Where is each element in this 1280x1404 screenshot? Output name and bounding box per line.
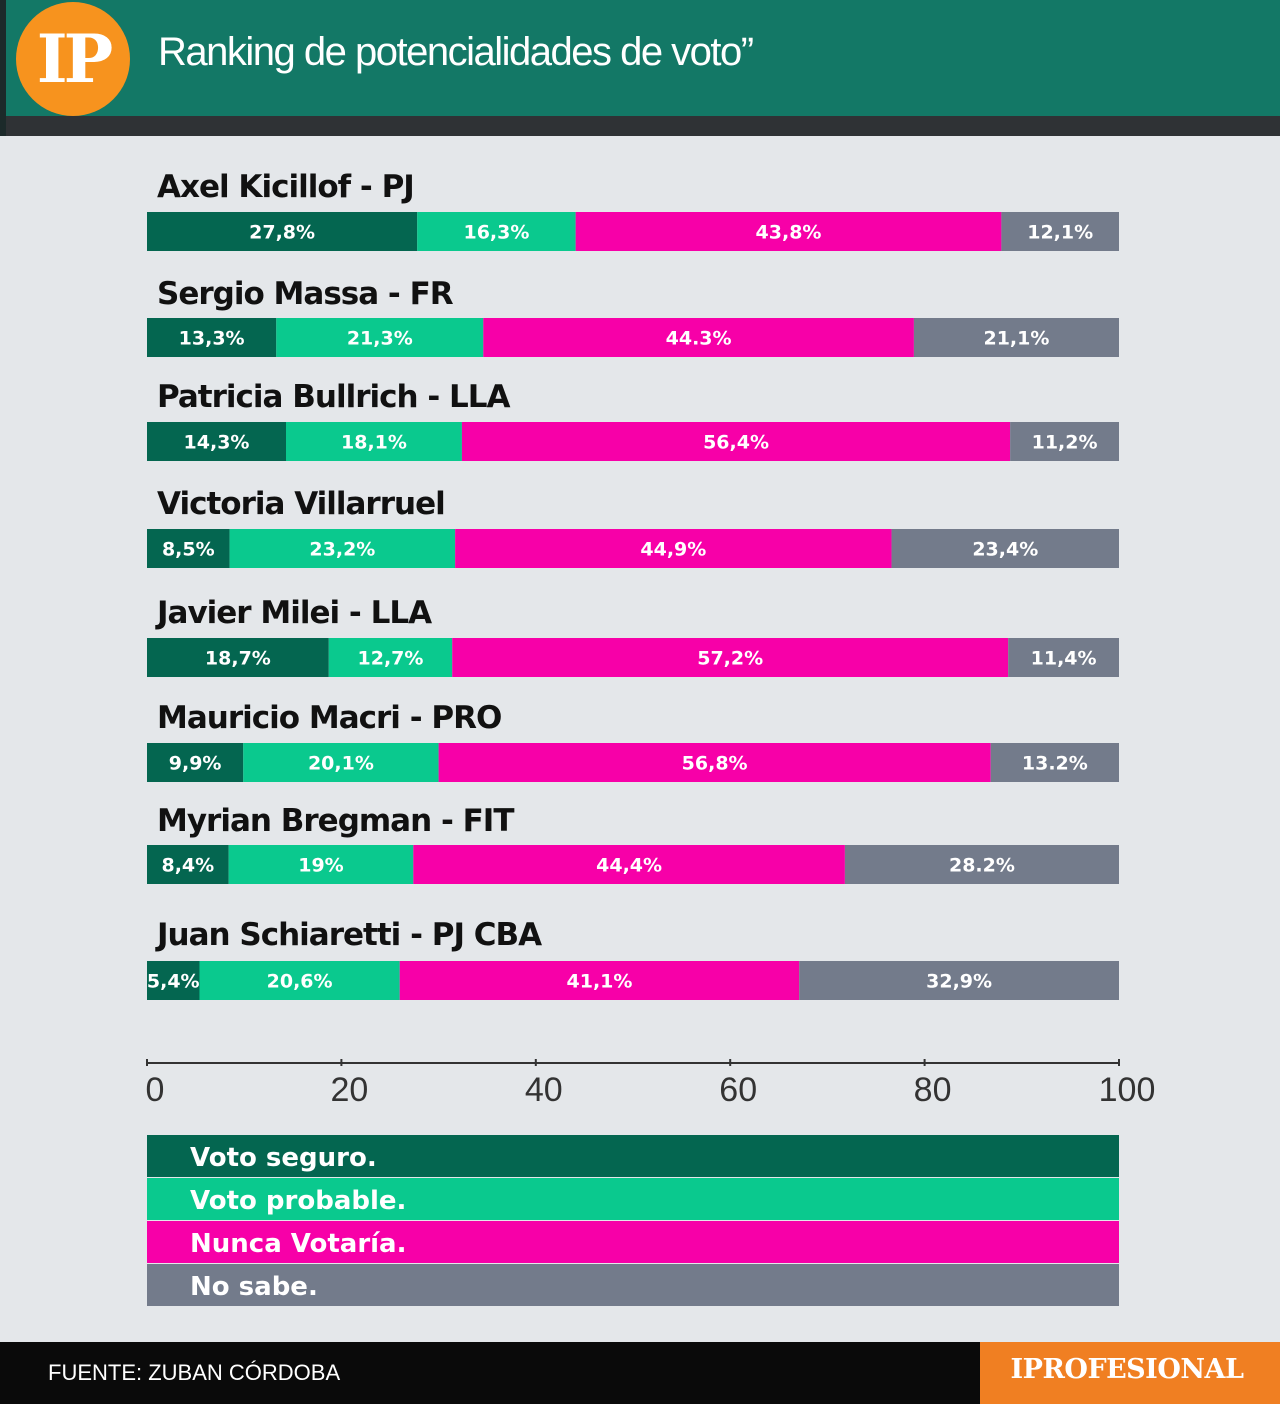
candidate-name-patricia-bullrich-lla: Patricia Bullrich - LLA [157,379,511,415]
bar-segment-axel-kicillof-pj-no-sabe [1001,212,1119,251]
x-tick-label-80: 80 [914,1071,952,1109]
bar-segment-juan-schiaretti-pj-cba-voto-probable [199,961,400,1000]
legend-swatch-nunca-votaria [147,1221,1119,1263]
data-label-myrian-bregman-fit-voto-probable: 19% [298,855,343,877]
header-edge [0,0,6,136]
bar-segment-patricia-bullrich-lla-nunca-votaria [461,422,1011,461]
bar-segment-mauricio-macri-pro-no-sabe [990,743,1119,782]
data-label-javier-milei-lla-voto-probable: 12,7% [358,648,424,670]
bar-segment-javier-milei-lla-no-sabe [1008,638,1119,677]
bar-segment-javier-milei-lla-nunca-votaria [452,638,1009,677]
data-label-patricia-bullrich-lla-voto-probable: 18,1% [341,432,407,454]
data-label-juan-schiaretti-pj-cba-nunca-votaria: 41,1% [567,971,633,993]
bar-segment-patricia-bullrich-lla-no-sabe [1010,422,1119,461]
candidate-name-victoria-villarruel: Victoria Villarruel [157,486,445,522]
data-label-javier-milei-lla-no-sabe: 11,4% [1031,648,1097,670]
candidate-name-mauricio-macri-pro: Mauricio Macri - PRO [157,700,501,736]
bar-segment-myrian-bregman-fit-voto-seguro [147,845,229,884]
bar-segment-axel-kicillof-pj-nunca-votaria [575,212,1002,251]
bar-segment-myrian-bregman-fit-voto-probable [228,845,414,884]
bar-segment-victoria-villarruel-voto-seguro [147,529,230,568]
candidate-name-juan-schiaretti-pj-cba: Juan Schiaretti - PJ CBA [155,917,542,953]
candidate-name-javier-milei-lla: Javier Milei - LLA [155,595,432,631]
bar-segment-javier-milei-lla-voto-probable [328,638,453,677]
bar-segment-mauricio-macri-pro-voto-probable [243,743,439,782]
legend-swatch-voto-seguro [147,1135,1119,1177]
data-label-axel-kicillof-pj-nunca-votaria: 43,8% [756,222,822,244]
data-label-patricia-bullrich-lla-no-sabe: 11,2% [1032,432,1098,454]
bar-segment-victoria-villarruel-no-sabe [891,529,1119,568]
ip-logo: IP [16,2,130,116]
bar-segment-mauricio-macri-pro-nunca-votaria [438,743,991,782]
bar-segment-patricia-bullrich-lla-voto-seguro [147,422,286,461]
data-label-juan-schiaretti-pj-cba-voto-seguro: 5,4% [147,971,200,993]
data-label-myrian-bregman-fit-no-sabe: 28.2% [949,855,1015,877]
x-tick-label-40: 40 [525,1071,563,1109]
legend-label-nunca-votaria: Nunca Votaría. [190,1229,406,1259]
data-label-axel-kicillof-pj-voto-probable: 16,3% [463,222,529,244]
bar-segment-javier-milei-lla-voto-seguro [147,638,329,677]
bar-segment-juan-schiaretti-pj-cba-no-sabe [799,961,1119,1000]
bar-segment-sergio-massa-fr-nunca-votaria [483,318,914,357]
bar-segment-juan-schiaretti-pj-cba-nunca-votaria [399,961,800,1000]
data-label-mauricio-macri-pro-voto-seguro: 9,9% [169,753,222,775]
bar-segment-myrian-bregman-fit-no-sabe [844,845,1119,884]
data-label-javier-milei-lla-nunca-votaria: 57,2% [697,648,763,670]
chart-title: Ranking de potencialidades de voto” [158,30,754,74]
candidate-name-sergio-massa-fr: Sergio Massa - FR [157,276,454,312]
candidate-name-axel-kicillof-pj: Axel Kicillof - PJ [157,169,414,205]
legend-label-voto-seguro: Voto seguro. [190,1143,377,1173]
bar-segment-axel-kicillof-pj-voto-probable [417,212,576,251]
data-label-myrian-bregman-fit-nunca-votaria: 44,4% [596,855,662,877]
data-label-victoria-villarruel-voto-probable: 23,2% [309,539,375,561]
data-label-victoria-villarruel-no-sabe: 23,4% [972,539,1038,561]
data-label-myrian-bregman-fit-voto-seguro: 8,4% [161,855,214,877]
source-note: FUENTE: ZUBAN CÓRDOBA [48,1360,341,1385]
data-label-juan-schiaretti-pj-cba-voto-probable: 20,6% [267,971,333,993]
brand-logo: IPROFESIONAL [1010,1354,1244,1385]
data-label-sergio-massa-fr-voto-seguro: 13,3% [179,328,245,350]
data-label-sergio-massa-fr-voto-probable: 21,3% [347,328,413,350]
bar-segment-victoria-villarruel-voto-probable [229,529,456,568]
x-tick-label-60: 60 [719,1071,757,1109]
data-label-patricia-bullrich-lla-nunca-votaria: 56,4% [703,432,769,454]
x-tick-label-20: 20 [330,1071,368,1109]
stacked-bar-chart: Axel Kicillof - PJ 27,8% 16,3% 43,8% 12,1% Se… [146,169,1156,1306]
legend-swatch-no-sabe [147,1264,1119,1306]
bar-segment-sergio-massa-fr-voto-seguro [147,318,277,357]
legend-swatch-voto-probable [147,1178,1119,1220]
bar-segment-axel-kicillof-pj-voto-seguro [147,212,418,251]
data-label-mauricio-macri-pro-voto-probable: 20,1% [308,753,374,775]
data-label-mauricio-macri-pro-nunca-votaria: 56,8% [682,753,748,775]
bar-segment-myrian-bregman-fit-nunca-votaria [413,845,845,884]
data-label-sergio-massa-fr-nunca-votaria: 44.3% [666,328,732,350]
bar-segment-sergio-massa-fr-voto-probable [276,318,484,357]
data-label-victoria-villarruel-nunca-votaria: 44,9% [640,539,706,561]
x-tick-label-100: 100 [1099,1071,1156,1109]
x-tick-label-0: 0 [146,1071,165,1109]
header-bar [0,0,1280,116]
legend-label-no-sabe: No sabe. [190,1272,318,1302]
data-label-mauricio-macri-pro-no-sabe: 13.2% [1022,753,1088,775]
candidate-name-myrian-bregman-fit: Myrian Bregman - FIT [157,803,514,839]
bar-segment-sergio-massa-fr-no-sabe [913,318,1119,357]
data-label-axel-kicillof-pj-no-sabe: 12,1% [1027,222,1093,244]
bar-segment-mauricio-macri-pro-voto-seguro [147,743,244,782]
bar-segment-juan-schiaretti-pj-cba-voto-seguro [147,961,200,1000]
data-label-javier-milei-lla-voto-seguro: 18,7% [205,648,271,670]
brand-box [980,1342,1280,1404]
bar-segment-victoria-villarruel-nunca-votaria [455,529,892,568]
header-strip [0,116,1280,136]
data-label-victoria-villarruel-voto-seguro: 8,5% [162,539,215,561]
legend-label-voto-probable: Voto probable. [190,1186,406,1216]
data-label-patricia-bullrich-lla-voto-seguro: 14,3% [184,432,250,454]
bar-segment-patricia-bullrich-lla-voto-probable [285,422,462,461]
data-label-sergio-massa-fr-no-sabe: 21,1% [983,328,1049,350]
data-label-axel-kicillof-pj-voto-seguro: 27,8% [249,222,315,244]
data-label-juan-schiaretti-pj-cba-no-sabe: 32,9% [926,971,992,993]
